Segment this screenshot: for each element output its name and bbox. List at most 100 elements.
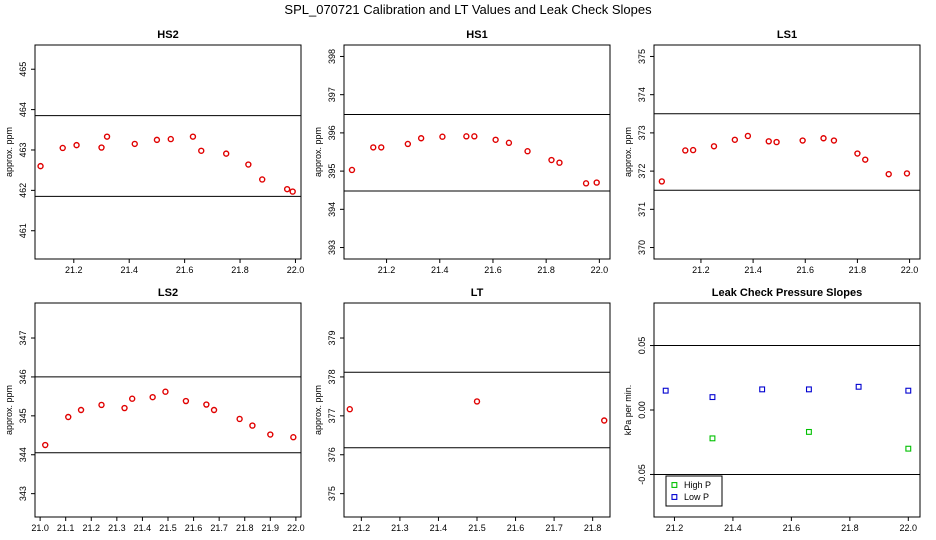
data-point xyxy=(556,159,563,166)
y-tick-label: 370 xyxy=(637,240,647,255)
data-point xyxy=(378,144,385,151)
data-point xyxy=(593,179,600,186)
x-tick-label: 21.8 xyxy=(584,523,602,533)
y-tick-label: 462 xyxy=(18,183,28,198)
data-point xyxy=(149,393,156,401)
y-tick-label: 0.00 xyxy=(637,401,647,419)
y-tick-label: 344 xyxy=(18,447,28,462)
data-point xyxy=(189,133,197,140)
data-point xyxy=(259,176,266,183)
legend-label: Low P xyxy=(684,492,709,502)
x-tick-label: 21.7 xyxy=(545,523,563,533)
data-point xyxy=(162,388,169,395)
y-tick-label: 372 xyxy=(637,164,647,179)
x-tick-label: 21.0 xyxy=(31,523,49,533)
x-tick-label: 21.6 xyxy=(796,265,814,275)
x-tick-label: 21.4 xyxy=(431,265,449,275)
y-tick-label: 343 xyxy=(18,486,28,501)
data-point xyxy=(463,133,470,140)
data-point xyxy=(348,166,356,174)
data-point xyxy=(128,395,136,402)
panel-title: LT xyxy=(471,287,484,299)
x-tick-label: 21.4 xyxy=(744,265,762,275)
data-point xyxy=(731,136,739,143)
data-point xyxy=(524,148,531,155)
y-tick-label: 393 xyxy=(327,240,337,255)
data-point xyxy=(689,146,697,154)
series-0 xyxy=(658,132,911,185)
panels: HS2 21.2 21.4 21.6 21.8 22.0 461 462 463 464 465 ap… xyxy=(4,29,921,533)
data-point xyxy=(854,150,861,157)
y-tick-label: 375 xyxy=(637,49,647,64)
x-tick-label: 22.0 xyxy=(287,265,305,275)
data-point xyxy=(773,138,780,146)
x-tick-label: 22.0 xyxy=(287,523,305,533)
data-point xyxy=(439,133,446,140)
plot-frame xyxy=(343,302,611,518)
data-point xyxy=(759,386,766,393)
panel-title: HS2 xyxy=(157,29,178,41)
data-point xyxy=(98,144,105,151)
data-point xyxy=(601,417,608,424)
series-0 xyxy=(346,398,608,424)
x-tick-label: 21.5 xyxy=(468,523,486,533)
series-low-p xyxy=(662,383,912,401)
data-point xyxy=(744,132,752,140)
data-point xyxy=(905,387,912,394)
series-0 xyxy=(37,133,296,195)
data-point xyxy=(505,139,513,147)
y-tick-label: 395 xyxy=(327,164,337,179)
panel-ls1: LS1 21.2 21.4 21.6 21.8 22.0 370 371 372 373 374 37… xyxy=(623,29,921,275)
legend-marker xyxy=(671,494,678,500)
y-tick-label: 465 xyxy=(18,62,28,77)
data-point xyxy=(131,140,138,148)
panel-hs1: HS1 21.2 21.4 21.6 21.8 22.0 393 394 395 396 397 39… xyxy=(313,29,611,275)
data-point xyxy=(77,406,85,414)
plot-frame xyxy=(34,44,302,260)
data-point xyxy=(203,401,210,408)
data-point xyxy=(65,413,72,421)
panel-title: Leak Check Pressure Slopes xyxy=(712,287,862,299)
y-axis-label: approx. ppm xyxy=(4,385,14,435)
x-tick-label: 21.6 xyxy=(176,265,194,275)
x-tick-label: 21.8 xyxy=(849,265,867,275)
data-point xyxy=(73,141,80,149)
figure-title: SPL_070721 Calibration and LT Values and… xyxy=(284,2,652,17)
y-tick-label: 346 xyxy=(18,369,28,384)
data-point xyxy=(167,135,174,143)
y-axis-label: kPa per min. xyxy=(623,385,633,436)
x-tick-label: 21.6 xyxy=(185,523,203,533)
x-tick-label: 21.1 xyxy=(57,523,75,533)
y-axis-label: approx. ppm xyxy=(4,127,14,177)
data-point xyxy=(799,137,806,144)
x-tick-label: 21.4 xyxy=(430,523,448,533)
y-tick-label: 375 xyxy=(327,486,337,501)
y-tick-label: 373 xyxy=(637,125,647,140)
data-point xyxy=(267,431,274,438)
data-point xyxy=(245,161,252,168)
x-tick-label: 21.6 xyxy=(783,523,801,533)
data-point xyxy=(709,435,716,442)
x-tick-label: 21.3 xyxy=(391,523,409,533)
data-point xyxy=(682,147,689,154)
data-point xyxy=(98,401,105,409)
x-tick-label: 21.3 xyxy=(108,523,126,533)
plot-frame xyxy=(343,44,611,260)
x-tick-label: 21.6 xyxy=(484,265,502,275)
series-high-p xyxy=(709,428,912,452)
y-tick-label: 394 xyxy=(327,202,337,217)
y-axis-label: approx. ppm xyxy=(313,127,323,177)
x-tick-label: 22.0 xyxy=(900,523,918,533)
data-point xyxy=(236,415,243,423)
y-tick-label: 461 xyxy=(18,223,28,238)
data-point xyxy=(830,137,838,144)
data-point xyxy=(885,170,892,178)
data-point xyxy=(820,135,827,142)
data-point xyxy=(103,133,111,140)
x-tick-label: 21.6 xyxy=(507,523,525,533)
data-point xyxy=(658,178,666,185)
y-tick-label: 398 xyxy=(327,49,337,64)
legend-label: High P xyxy=(684,480,711,490)
series-0 xyxy=(348,133,600,187)
